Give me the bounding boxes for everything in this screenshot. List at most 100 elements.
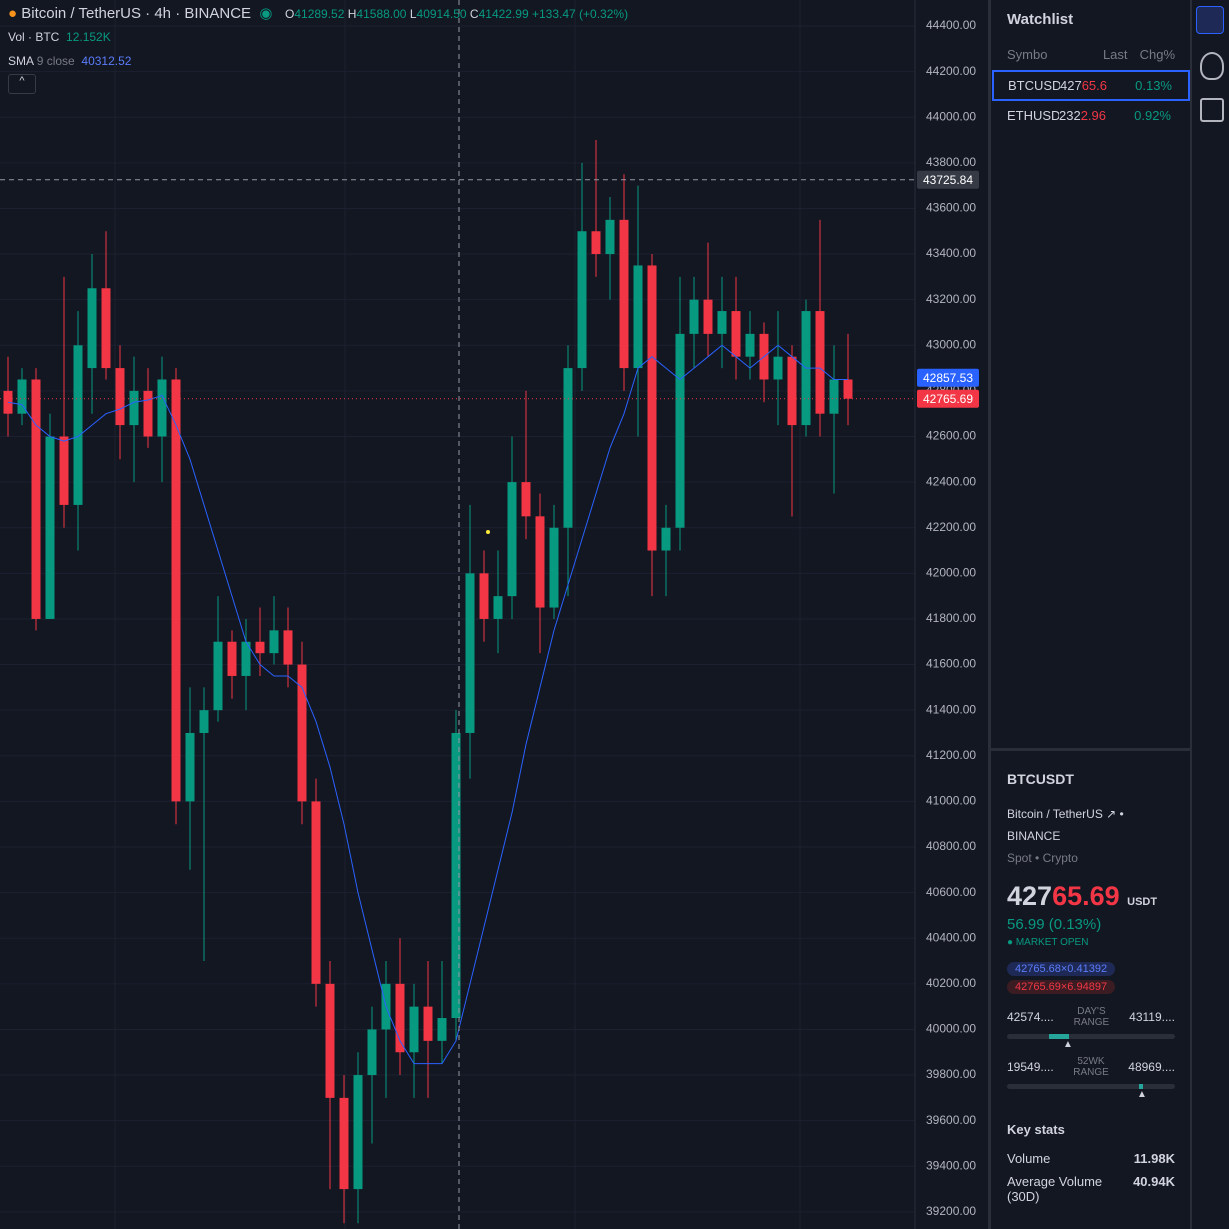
candle-body bbox=[115, 368, 125, 426]
collapse-button[interactable]: ^ bbox=[8, 74, 36, 94]
wk-high: 48969.... bbox=[1128, 1060, 1175, 1074]
candle-body bbox=[521, 482, 531, 517]
candle-body bbox=[493, 596, 503, 619]
candle-body bbox=[829, 379, 839, 414]
c-label: C bbox=[469, 7, 479, 21]
candle-body bbox=[507, 482, 517, 597]
y-tick-label: 41000.00 bbox=[926, 794, 976, 808]
o: 41289.52 bbox=[294, 7, 345, 21]
candle-body bbox=[213, 641, 223, 711]
y-tick-label: 40400.00 bbox=[926, 930, 976, 944]
candle-body bbox=[353, 1075, 363, 1190]
row-symbol: ETHUSDT bbox=[1007, 108, 1059, 123]
watchlist-row[interactable]: BTCUSDT42765.6 0.13% bbox=[992, 70, 1190, 101]
candle-body bbox=[185, 732, 195, 802]
key-stats: Key stats bbox=[1007, 1122, 1065, 1137]
candle-body bbox=[17, 379, 27, 414]
y-tick-label: 41400.00 bbox=[926, 702, 976, 716]
candle-body bbox=[451, 732, 461, 1019]
candle-body bbox=[255, 641, 265, 654]
candle-body bbox=[143, 390, 153, 437]
candle-body bbox=[59, 436, 69, 505]
candle-body bbox=[577, 231, 587, 369]
candle-body bbox=[339, 1097, 349, 1190]
day-low: 42574.... bbox=[1007, 1010, 1054, 1024]
hotlist-icon[interactable] bbox=[1200, 52, 1224, 80]
y-tick-label: 39600.00 bbox=[926, 1113, 976, 1127]
candle-body bbox=[227, 641, 237, 676]
candle-body bbox=[171, 379, 181, 802]
row-chg: 0.92% bbox=[1134, 108, 1171, 123]
y-tick-label: 43400.00 bbox=[926, 246, 976, 260]
wk-label: 52WK RANGE bbox=[1073, 1056, 1109, 1078]
symbol[interactable]: Bitcoin / TetherUS · 4h · BINANCE bbox=[21, 5, 252, 22]
candle-body bbox=[437, 1018, 447, 1041]
price-tag bbox=[917, 389, 979, 408]
l-label: L bbox=[409, 7, 417, 21]
y-tick-label: 43200.00 bbox=[926, 292, 976, 306]
col-last[interactable]: Last bbox=[1102, 47, 1128, 62]
y-tick-label: 42600.00 bbox=[926, 429, 976, 443]
price: 65.69 bbox=[1052, 881, 1120, 911]
day-label: DAY'S RANGE bbox=[1073, 1006, 1110, 1028]
price-tag-label: 42765.69 bbox=[923, 392, 973, 406]
watchlist-row[interactable]: ETHUSDT2322.96 0.92% bbox=[991, 101, 1189, 130]
candle-body bbox=[3, 390, 13, 414]
wk-low: 19549.... bbox=[1007, 1060, 1054, 1074]
details-kind: Spot bbox=[1007, 851, 1032, 865]
candle-body bbox=[843, 379, 853, 399]
candle-body bbox=[45, 436, 55, 619]
chart-header: ● Bitcoin / TetherUS · 4h · BINANCE ◉ O4… bbox=[8, 4, 628, 94]
y-tick-label: 40200.00 bbox=[926, 976, 976, 990]
candle-body bbox=[241, 641, 251, 676]
y-tick-label: 43000.00 bbox=[926, 337, 976, 351]
candle-body bbox=[465, 573, 475, 733]
price-change: 56.99 (0.13%) bbox=[1007, 916, 1102, 933]
day-range-bar bbox=[1007, 1034, 1175, 1039]
calendar-icon[interactable] bbox=[1200, 98, 1224, 122]
y-tick-label: 40600.00 bbox=[926, 885, 976, 899]
price-tag-label: 42857.53 bbox=[923, 371, 973, 385]
details-name[interactable]: Bitcoin / TetherUS bbox=[1007, 807, 1103, 821]
candle-body bbox=[731, 311, 741, 357]
wk-range-bar bbox=[1007, 1084, 1175, 1089]
row-last: 65.6 bbox=[1081, 78, 1108, 93]
col-chg[interactable]: Chg% bbox=[1139, 47, 1176, 62]
sma-label: SMA bbox=[8, 54, 34, 68]
candle-body bbox=[717, 311, 727, 334]
volume-label: Volume bbox=[1007, 1151, 1051, 1166]
row-last: 2.96 bbox=[1080, 108, 1107, 123]
vol: 12.152K bbox=[66, 30, 111, 44]
avg-volume: 40.94K bbox=[1133, 1174, 1175, 1189]
candle-body bbox=[787, 356, 797, 426]
o-label: O bbox=[285, 7, 295, 21]
candle-body bbox=[563, 368, 573, 528]
right-toolbar bbox=[1190, 0, 1229, 1229]
y-tick-label: 39400.00 bbox=[926, 1158, 976, 1172]
candle-body bbox=[269, 630, 279, 654]
candle-body bbox=[647, 265, 657, 551]
candle-body bbox=[297, 664, 307, 802]
candle-body bbox=[591, 231, 601, 255]
candle-body bbox=[479, 573, 489, 619]
sma-line bbox=[7, 344, 848, 1065]
h-label: H bbox=[347, 7, 357, 21]
watchlist-header: Symbo Last Chg% bbox=[991, 39, 1191, 70]
y-tick-label: 39800.00 bbox=[926, 1067, 976, 1081]
candle-body bbox=[661, 527, 671, 551]
ask: 42765.69×6.94897 bbox=[1007, 980, 1116, 994]
y-tick-label: 41200.00 bbox=[926, 748, 976, 762]
chart-background bbox=[0, 0, 985, 1229]
y-tick-label: 40000.00 bbox=[926, 1022, 976, 1036]
candle-body bbox=[199, 710, 209, 733]
change: +133.47 (+0.32%) bbox=[532, 7, 629, 21]
vol-label: Vol · BTC bbox=[8, 30, 60, 44]
candle-body bbox=[423, 1006, 433, 1041]
col-symbol[interactable]: Symbo bbox=[1007, 47, 1048, 62]
row-last: 427 bbox=[1060, 78, 1082, 93]
watchlist-icon[interactable] bbox=[1196, 6, 1224, 34]
candle-body bbox=[549, 527, 559, 608]
price-tag bbox=[917, 368, 979, 387]
y-tick-label: 44000.00 bbox=[926, 109, 976, 123]
